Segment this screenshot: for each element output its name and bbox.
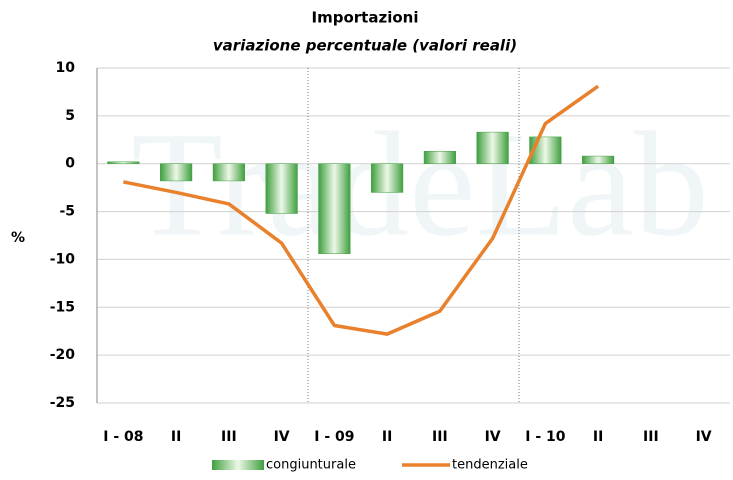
chart-subtitle: variazione percentuale (valori reali) <box>213 37 517 55</box>
line <box>123 84 600 336</box>
watermark: TradeLab <box>131 101 709 267</box>
bar <box>318 163 351 254</box>
y-tick-label: -5 <box>59 204 75 220</box>
x-tick-label: IV <box>274 429 290 445</box>
x-tick-label: IV <box>696 429 712 445</box>
bar <box>423 151 456 164</box>
x-tick-label: II <box>382 429 392 445</box>
bar <box>107 161 140 164</box>
x-tick-label: I - 09 <box>314 429 354 445</box>
bar <box>582 155 615 164</box>
y-tick-label: 5 <box>65 108 75 124</box>
x-tick-label: I - 08 <box>103 429 143 445</box>
x-tick-label: II <box>593 429 603 445</box>
y-tick-label: -10 <box>50 251 76 267</box>
y-tick-label: 10 <box>56 60 76 76</box>
bar <box>371 163 404 193</box>
y-tick-label: -15 <box>50 299 75 315</box>
bar <box>265 163 298 214</box>
y-tick-label: -25 <box>50 395 75 411</box>
chart-title: Importazioni <box>312 9 419 27</box>
x-tick-label: II <box>171 429 181 445</box>
legend-label: tendenziale <box>452 458 528 473</box>
legend-label: congiunturale <box>266 458 356 473</box>
bar <box>212 163 245 182</box>
bar <box>476 131 509 164</box>
x-tick-label: III <box>643 429 659 445</box>
y-tick-label: 0 <box>65 156 75 172</box>
y-axis-label: % <box>11 230 25 246</box>
y-tick-label: -20 <box>50 347 76 363</box>
bar <box>160 163 193 182</box>
x-tick-label: IV <box>485 429 501 445</box>
legend-swatch <box>212 460 264 470</box>
x-tick-label: III <box>221 429 237 445</box>
x-tick-label: I - 10 <box>525 429 566 445</box>
x-tick-label: III <box>432 429 448 445</box>
